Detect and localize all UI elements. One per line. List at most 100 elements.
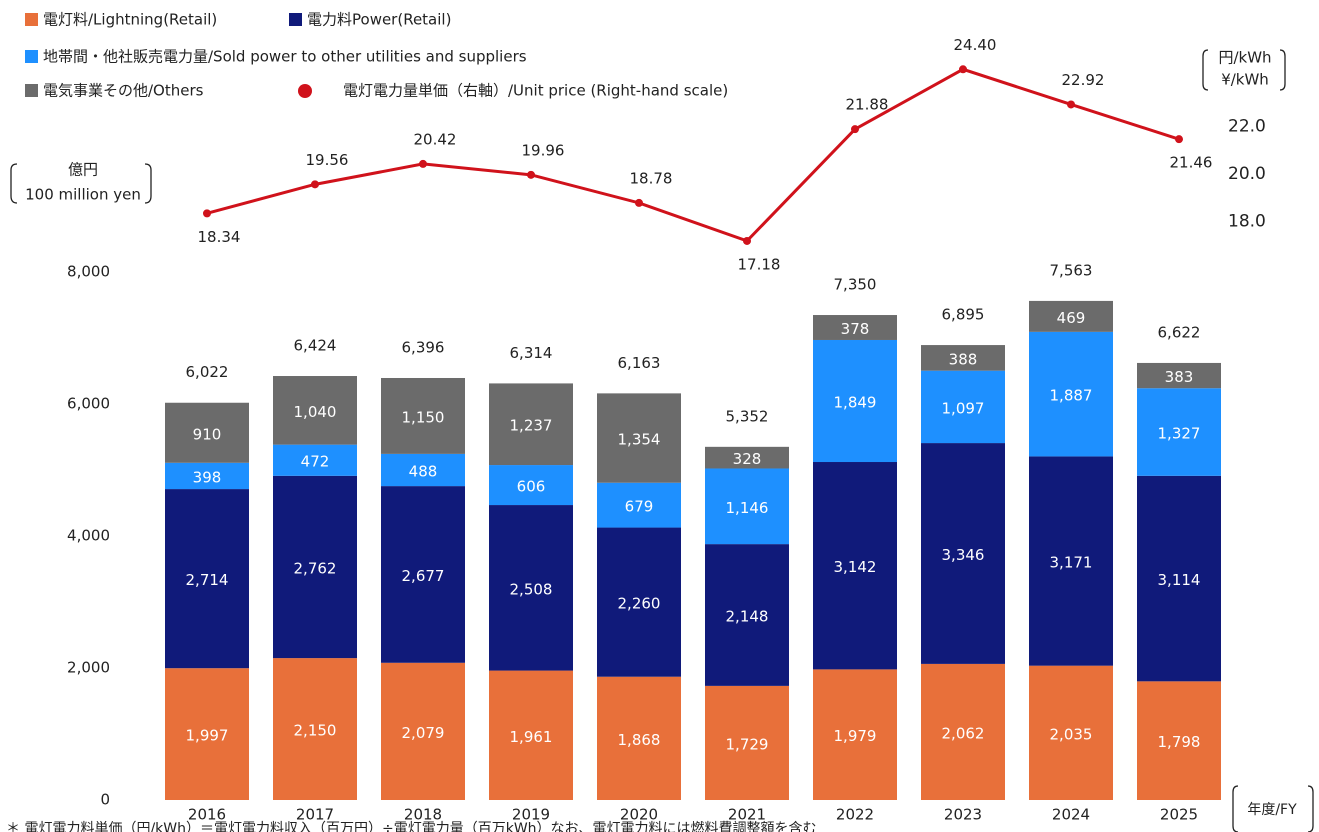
bar-segment xyxy=(1029,665,1113,800)
y2-tick-label: 20.0 xyxy=(1228,164,1266,184)
data-label: 1,868 xyxy=(618,731,661,749)
bar-segment xyxy=(921,443,1005,664)
bar-segment xyxy=(705,544,789,686)
y2-tick-label: 22.0 xyxy=(1228,116,1266,136)
bar-segment xyxy=(273,475,357,659)
bar-segment xyxy=(165,489,249,669)
data-label: 910 xyxy=(193,425,222,443)
data-label: 1,798 xyxy=(1158,733,1201,751)
x-axis-label: 年度/FY xyxy=(1247,802,1297,818)
data-label: 2,150 xyxy=(294,722,337,740)
bar-segment xyxy=(921,345,1005,371)
data-label: 17.18 xyxy=(738,255,781,273)
legend-marker xyxy=(298,84,312,98)
data-label: 388 xyxy=(949,350,978,368)
data-label: 22.92 xyxy=(1062,71,1105,89)
data-label: 488 xyxy=(409,463,438,481)
bar-segment xyxy=(381,486,465,663)
data-label: 18.78 xyxy=(630,169,673,187)
data-label: 679 xyxy=(625,498,654,516)
data-label: 1,354 xyxy=(618,431,661,449)
line-point xyxy=(419,159,427,168)
data-label: 18.34 xyxy=(198,228,241,246)
bar-segment xyxy=(597,527,681,677)
bar-segment xyxy=(813,339,897,463)
data-label: 2,260 xyxy=(618,595,661,613)
bar-segment xyxy=(1029,300,1113,332)
bar-segment xyxy=(597,676,681,800)
bracket xyxy=(10,163,18,204)
bar-segment xyxy=(381,377,465,454)
data-label: 1,729 xyxy=(726,735,769,753)
line-point xyxy=(311,180,319,189)
bar-segment xyxy=(705,468,789,545)
line-point xyxy=(635,198,643,207)
bar-segment xyxy=(1137,475,1221,682)
y-axis-label: 100 million yen xyxy=(25,186,141,204)
data-label: 20.42 xyxy=(414,130,457,148)
bar-segment xyxy=(597,482,681,528)
data-label: 3,142 xyxy=(834,558,877,576)
bar-segment xyxy=(705,446,789,469)
line-point xyxy=(1067,100,1075,109)
total-label: 5,352 xyxy=(726,407,769,425)
data-label: 2,677 xyxy=(402,567,445,585)
bar-segment xyxy=(1137,681,1221,800)
y2-axis-label: ¥/kWh xyxy=(1221,71,1269,89)
bar-segment xyxy=(489,465,573,506)
data-label: 378 xyxy=(841,320,870,338)
x-tick-label: 2020 xyxy=(620,806,658,824)
data-label: 19.96 xyxy=(522,141,565,159)
y-tick-label: 4,000 xyxy=(67,527,110,545)
bar-segment xyxy=(1137,362,1221,389)
data-label: 1,997 xyxy=(186,727,229,745)
data-label: 21.88 xyxy=(846,96,889,114)
data-label: 1,040 xyxy=(294,403,337,421)
data-label: 2,062 xyxy=(942,724,985,742)
bar-segment xyxy=(813,462,897,670)
data-label: 3,114 xyxy=(1158,571,1201,589)
legend-label: 電気事業その他/Others xyxy=(43,82,204,100)
line-point xyxy=(743,236,751,245)
bar-segment xyxy=(165,462,249,490)
bar-segment xyxy=(489,505,573,671)
data-label: 1,961 xyxy=(510,728,553,746)
total-label: 6,622 xyxy=(1158,323,1201,341)
bar-segment xyxy=(273,376,357,445)
total-label: 7,563 xyxy=(1050,261,1093,279)
y-tick-label: 2,000 xyxy=(67,659,110,677)
bar-segment xyxy=(1029,331,1113,457)
x-tick-label: 2017 xyxy=(296,806,334,824)
legend-marker xyxy=(25,50,38,63)
x-tick-label: 2018 xyxy=(404,806,442,824)
bar-segment xyxy=(489,383,573,466)
x-tick-label: 2023 xyxy=(944,806,982,824)
line-point xyxy=(203,209,211,218)
total-label: 7,350 xyxy=(834,276,877,294)
bar-segment xyxy=(273,658,357,800)
bar-segment xyxy=(813,669,897,800)
data-label: 21.46 xyxy=(1170,154,1213,172)
line-point xyxy=(1175,135,1183,144)
bar-segment xyxy=(273,444,357,476)
data-label: 24.40 xyxy=(954,36,997,54)
footnote: ＊ 電灯電力料単価（円/kWh）＝電灯電力料収入（百万円）÷電灯電力量（百万kW… xyxy=(6,820,817,832)
x-tick-label: 2021 xyxy=(728,806,766,824)
x-tick-label: 2019 xyxy=(512,806,550,824)
data-label: 3,346 xyxy=(942,546,985,564)
legend-marker xyxy=(289,13,302,26)
bar-segment xyxy=(813,315,897,340)
bracket xyxy=(1307,785,1314,832)
bar-segment xyxy=(381,453,465,487)
bar-segment xyxy=(489,670,573,800)
data-label: 2,714 xyxy=(186,571,229,589)
data-label: 383 xyxy=(1165,368,1194,386)
total-label: 6,895 xyxy=(942,306,985,324)
data-label: 3,171 xyxy=(1050,554,1093,572)
bracket xyxy=(1232,785,1239,832)
total-label: 6,424 xyxy=(294,337,337,355)
legend-label: 電灯料/Lightning(Retail) xyxy=(43,11,217,29)
data-label: 2,508 xyxy=(510,580,553,598)
bar-segment xyxy=(597,393,681,483)
